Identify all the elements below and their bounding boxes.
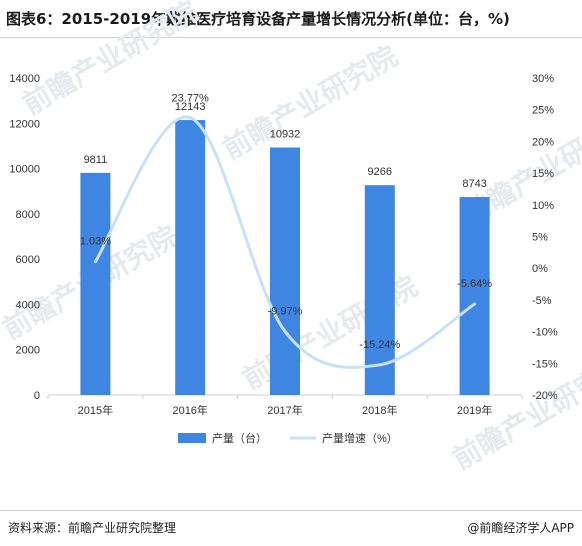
- growth-line: [93, 115, 477, 369]
- growth-value-label: 1.03%: [80, 236, 111, 248]
- footer: 资料来源：前瞻产业研究院整理 @前瞻经济学人APP: [0, 510, 582, 546]
- y-right-tick-label: 20%: [532, 136, 554, 148]
- y-right-tick-label: -15%: [532, 358, 558, 370]
- watermark: 前瞻产业研究院: [217, 39, 403, 166]
- source-note: 资料来源：前瞻产业研究院整理: [8, 521, 177, 535]
- bar-value-label: 12143: [175, 101, 206, 113]
- bar-value-label: 9266: [368, 166, 392, 178]
- credit-note: @前瞻经济学人APP: [467, 521, 574, 535]
- line-series: [93, 115, 477, 369]
- y-right-tick-label: -10%: [532, 327, 558, 339]
- y-left-tick-label: 4000: [16, 299, 40, 311]
- y-right-tick-label: 0%: [532, 263, 548, 275]
- y-right-tick-label: 10%: [532, 200, 554, 212]
- y-right-tick-label: 5%: [532, 232, 548, 244]
- y-left-tick-label: 12000: [9, 118, 40, 130]
- footer-divider: [0, 510, 582, 511]
- x-tick-label: 2018年: [362, 403, 397, 417]
- x-tick-label: 2017年: [267, 403, 302, 417]
- bar-value-label: 10932: [270, 128, 301, 140]
- growth-value-label: -15.24%: [359, 339, 400, 351]
- bar-value-label: 8743: [462, 178, 486, 190]
- y-left-tick-label: 0: [34, 390, 40, 402]
- bar: [364, 185, 395, 395]
- y-left-tick-label: 8000: [16, 209, 40, 221]
- y-right-tick-label: 30%: [532, 73, 554, 85]
- bar-series: [80, 120, 490, 395]
- bar: [459, 197, 490, 395]
- y-right-tick-label: 15%: [532, 168, 554, 180]
- y-left-tick-label: 10000: [9, 164, 40, 176]
- legend-bar-label: 产量（台）: [212, 431, 267, 445]
- chart-title: 图表6：2015-2019年戴维医疗培育设备产量增长情况分析(单位：台，%): [6, 10, 510, 28]
- y-left-tick-label: 14000: [9, 73, 40, 85]
- bar-value-label: 9811: [84, 154, 108, 166]
- legend: 产量（台） 产量增速（%）: [178, 431, 398, 445]
- growth-value-label: -9.97%: [268, 305, 303, 317]
- bar: [175, 120, 206, 395]
- axes: 2015年 2016年 2017年 2018年 2019年 0 2000 4000 6000 80…: [9, 73, 557, 417]
- legend-line-label: 产量增速（%）: [322, 431, 398, 445]
- y-right-tick-label: -5%: [532, 295, 552, 307]
- x-tick-label: 2015年: [78, 403, 113, 417]
- y-right-tick-label: 25%: [532, 105, 554, 117]
- x-tick-label: 2016年: [172, 403, 207, 417]
- bar: [270, 147, 300, 395]
- x-tick-label: 2019年: [457, 403, 492, 417]
- bar: [80, 172, 111, 395]
- y-right-tick-label: -20%: [532, 390, 558, 402]
- chart: 前瞻产业研究院 前瞻产业研究院 前瞻产业研究院 前瞻产业研究院 前瞻产业研究院 …: [0, 0, 582, 476]
- growth-value-label: 23.77%: [172, 92, 210, 104]
- y-left-tick-label: 6000: [16, 254, 40, 266]
- legend-bar-swatch: [178, 433, 206, 443]
- title-divider: [0, 37, 582, 38]
- y-left-tick-label: 2000: [16, 345, 40, 357]
- data-labels: 9811 12143 10932 9266 8743 1.03% 23.77% -9.97% -…: [80, 92, 492, 350]
- growth-value-label: -5.64%: [457, 278, 492, 290]
